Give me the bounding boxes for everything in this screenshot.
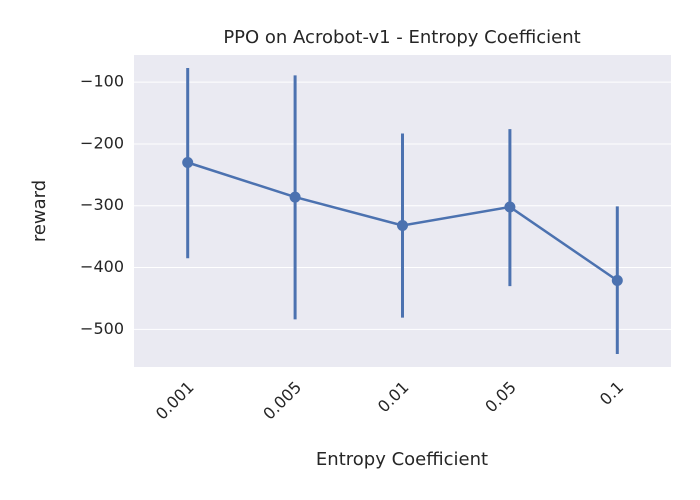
y-tick-label: −300 bbox=[80, 195, 124, 214]
x-tick-label: 0.005 bbox=[259, 378, 305, 424]
y-axis-label: reward bbox=[29, 180, 50, 242]
x-tick-label: 0.001 bbox=[152, 378, 198, 424]
chart-title: PPO on Acrobot-v1 - Entropy Coefficient bbox=[223, 27, 580, 48]
y-tick-label: −200 bbox=[80, 133, 124, 152]
y-tick-label: −100 bbox=[80, 72, 124, 91]
y-tick-label: −500 bbox=[80, 319, 124, 338]
x-axis-label: Entropy Coefficient bbox=[316, 449, 488, 470]
point bbox=[289, 191, 301, 203]
point bbox=[611, 275, 623, 287]
point bbox=[182, 157, 194, 169]
x-tick-label: 0.1 bbox=[596, 378, 627, 409]
x-tick-label: 0.01 bbox=[374, 378, 413, 417]
x-tick-label: 0.05 bbox=[481, 378, 520, 417]
point bbox=[397, 220, 408, 232]
y-tick-label: −400 bbox=[80, 257, 124, 276]
point bbox=[504, 201, 516, 213]
